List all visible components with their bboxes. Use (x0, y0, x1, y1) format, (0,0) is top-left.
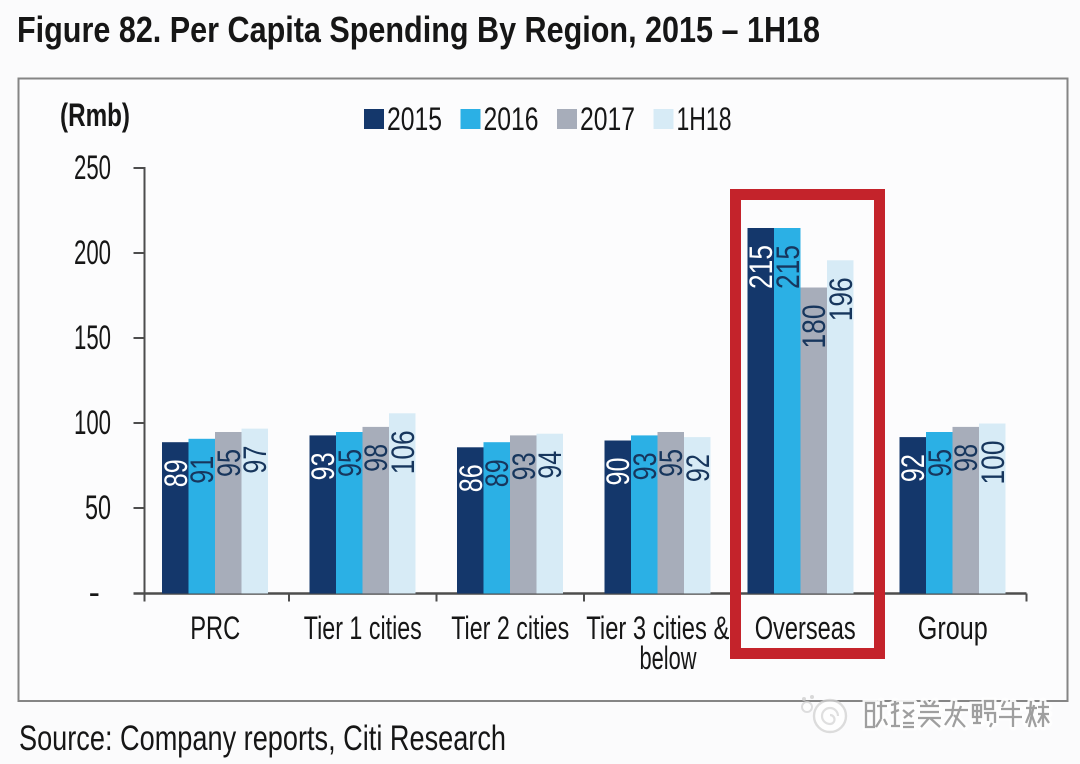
svg-text:Tier 3 cities &: Tier 3 cities & (586, 610, 729, 646)
svg-text:180: 180 (796, 305, 832, 349)
svg-text:93: 93 (506, 452, 542, 480)
svg-text:98: 98 (358, 444, 394, 472)
svg-text:below: below (640, 640, 698, 676)
svg-text:98: 98 (948, 444, 984, 472)
svg-text:Overseas: Overseas (755, 610, 856, 646)
svg-text:86: 86 (453, 464, 489, 492)
svg-text:Source: Company reports, Citi: Source: Company reports, Citi Research (19, 719, 506, 758)
svg-text:Group: Group (918, 610, 988, 646)
svg-text:2017: 2017 (580, 101, 635, 137)
svg-text:89: 89 (479, 459, 515, 487)
svg-text:92: 92 (895, 454, 931, 482)
svg-text:-: - (89, 574, 100, 612)
svg-text:100: 100 (74, 404, 111, 442)
svg-text:100: 100 (975, 441, 1011, 485)
svg-text:Tier 2 cities: Tier 2 cities (451, 610, 569, 646)
svg-text:Tier 1 cities: Tier 1 cities (304, 610, 422, 646)
svg-text:95: 95 (922, 449, 958, 477)
svg-text:97: 97 (237, 446, 273, 474)
svg-text:196: 196 (823, 277, 859, 321)
svg-text:150: 150 (74, 319, 111, 357)
svg-text:91: 91 (184, 456, 220, 484)
svg-text:90: 90 (600, 458, 636, 486)
svg-text:95: 95 (211, 449, 247, 477)
svg-text:50: 50 (85, 489, 111, 527)
svg-text:95: 95 (653, 449, 689, 477)
svg-text:106: 106 (385, 430, 421, 474)
svg-text:95: 95 (332, 449, 368, 477)
svg-text:215: 215 (743, 245, 779, 289)
svg-text:250: 250 (74, 149, 111, 187)
svg-text:2016: 2016 (484, 101, 539, 137)
svg-text:94: 94 (532, 451, 568, 479)
svg-text:89: 89 (158, 459, 194, 487)
svg-text:2015: 2015 (387, 101, 442, 137)
svg-text:(Rmb): (Rmb) (60, 97, 130, 133)
svg-text:92: 92 (680, 454, 716, 482)
svg-text:93: 93 (627, 452, 663, 480)
svg-text:93: 93 (305, 452, 341, 480)
svg-text:1H18: 1H18 (677, 101, 732, 137)
svg-text:Figure 82. Per Capita Spending: Figure 82. Per Capita Spending By Region… (17, 9, 820, 50)
svg-text:215: 215 (770, 245, 806, 289)
svg-text:PRC: PRC (190, 610, 240, 646)
svg-text:200: 200 (74, 234, 111, 272)
